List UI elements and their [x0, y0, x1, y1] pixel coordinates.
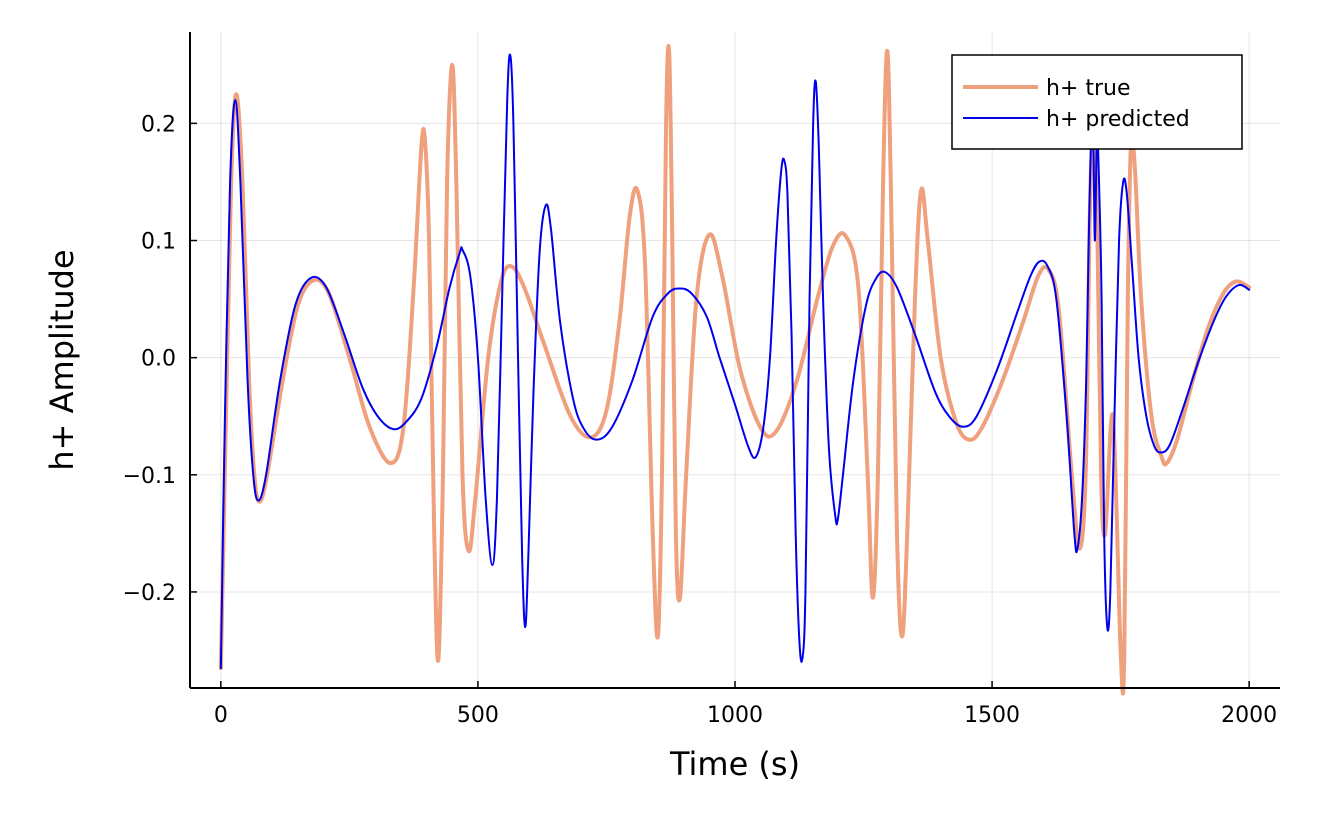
series-group — [218, 44, 1252, 696]
x-axis-title: Time (s) — [669, 745, 800, 783]
legend: h+ true h+ predicted — [951, 54, 1243, 150]
x-tick-label: 0 — [214, 703, 228, 728]
y-axis-title: h+ Amplitude — [43, 249, 81, 470]
series-line-h-true — [218, 44, 1252, 696]
y-tick-label: 0.0 — [141, 347, 176, 372]
legend-box — [951, 54, 1243, 150]
legend-label-h-predicted: h+ predicted — [1046, 107, 1190, 132]
series-line-h-predicted — [219, 53, 1251, 670]
axes — [189, 32, 1280, 689]
x-tick-label: 1500 — [964, 703, 1020, 728]
x-tick-label: 500 — [457, 703, 499, 728]
legend-label-h-true: h+ true — [1046, 76, 1131, 101]
x-tick-label: 1000 — [707, 703, 763, 728]
x-tick-label: 2000 — [1221, 703, 1277, 728]
tick-labels: 0 500 1000 1500 2000 −0.2 −0.1 0.0 0.1 0.2 — [123, 112, 1278, 728]
y-tick-label: 0.1 — [141, 230, 176, 255]
y-tick-label: −0.1 — [123, 464, 176, 489]
y-tick-label: −0.2 — [123, 581, 176, 606]
y-tick-label: 0.2 — [141, 112, 176, 137]
